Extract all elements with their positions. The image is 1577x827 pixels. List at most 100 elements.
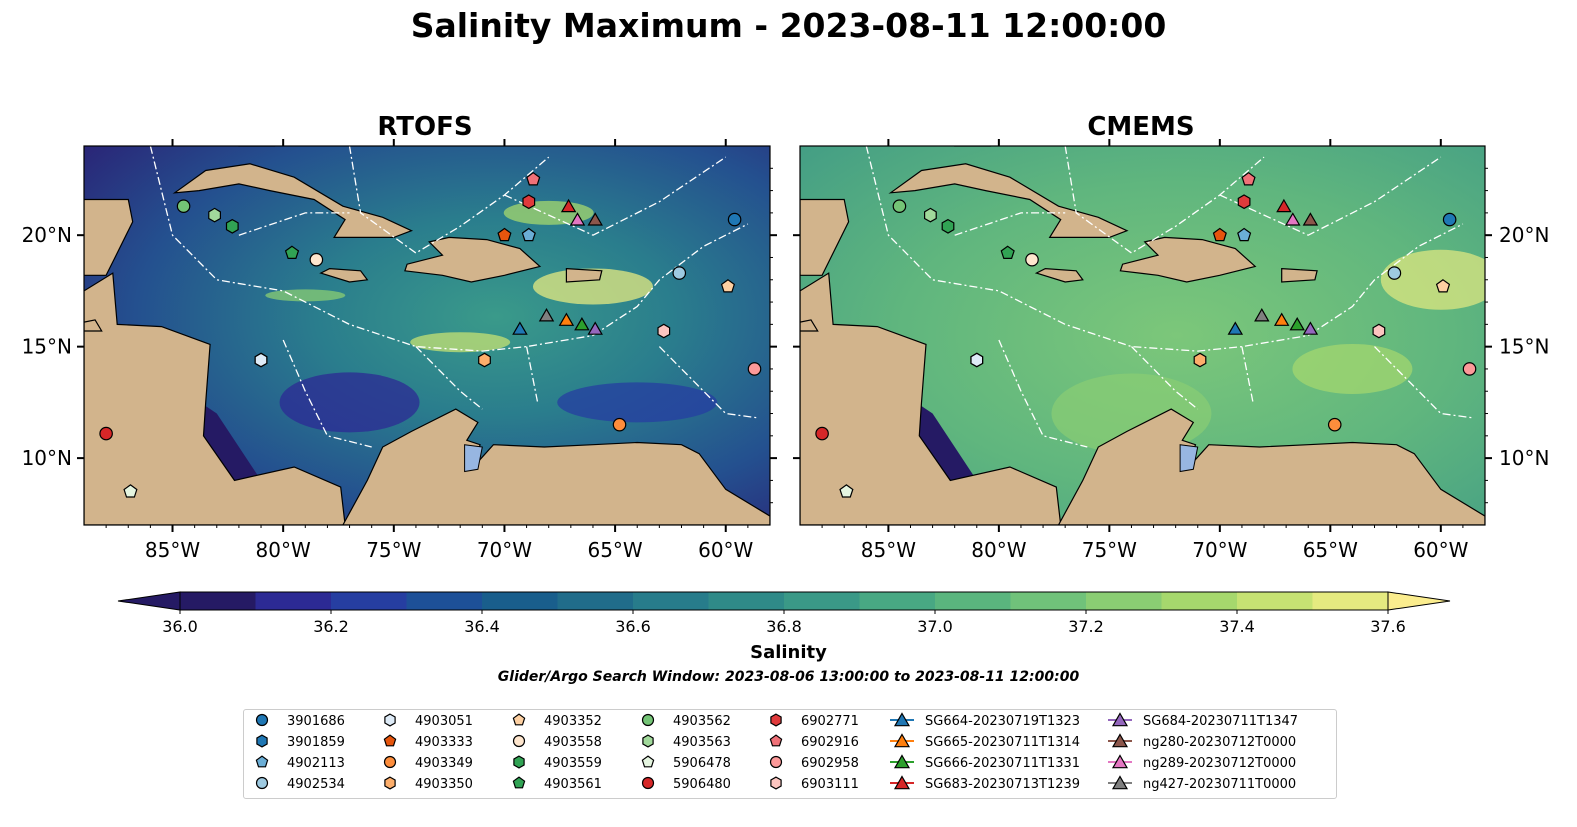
map-cmems bbox=[800, 146, 1485, 525]
x-tick-label: 60°W bbox=[698, 538, 753, 562]
land-yucatan bbox=[800, 198, 850, 276]
marker-3901686 bbox=[1442, 212, 1457, 227]
legend-item: SG665-20230711T1314 bbox=[890, 733, 1080, 750]
legend-item: 4903349 bbox=[383, 755, 473, 771]
colorbar-segment bbox=[255, 592, 332, 610]
x-tick-label: 85°W bbox=[861, 538, 916, 562]
y-tick-label: 15°N bbox=[22, 335, 72, 359]
marker-4902113 bbox=[1237, 227, 1252, 242]
legend-label: 4903349 bbox=[415, 756, 473, 771]
eez-boundary bbox=[998, 339, 1088, 448]
legend-item: SG683-20230713T1239 bbox=[890, 775, 1080, 792]
legend-label: 4903333 bbox=[415, 735, 473, 750]
land-cuba bbox=[888, 163, 1129, 238]
land-puerto-rico bbox=[565, 267, 603, 283]
marker-4903562 bbox=[176, 199, 191, 213]
marker-SG666-20230711T1331 bbox=[574, 317, 590, 331]
y-tick-label: 10°N bbox=[22, 446, 72, 470]
marker-4903352 bbox=[720, 279, 736, 293]
panel-title-rtofs: RTOFS bbox=[377, 112, 473, 142]
legend: 3901686 3901859 4902113 4902534 4903051 49033… bbox=[243, 709, 1337, 799]
colorbar-label: Salinity bbox=[750, 642, 827, 663]
legend-label: 3901686 bbox=[287, 714, 345, 729]
legend-label: 5906478 bbox=[673, 756, 731, 771]
legend-item: 3901686 bbox=[255, 713, 345, 729]
legend-marker bbox=[893, 775, 911, 790]
legend-label: SG664-20230719T1323 bbox=[925, 714, 1080, 729]
land-south-america bbox=[342, 408, 770, 525]
eez-boundary bbox=[525, 346, 539, 403]
colorbar-segment bbox=[935, 592, 1011, 610]
salinity-feature bbox=[410, 332, 511, 353]
legend-label: 4903352 bbox=[544, 714, 602, 729]
marker-SG683-20230713T1239 bbox=[1276, 198, 1292, 213]
marker-5906478 bbox=[839, 484, 854, 498]
marker-3901686 bbox=[727, 212, 742, 227]
legend-item: 4903561 bbox=[512, 776, 602, 792]
legend-marker bbox=[255, 713, 269, 727]
eez-boundary bbox=[865, 146, 1309, 352]
land-puerto-rico bbox=[1281, 267, 1318, 283]
eez-boundary bbox=[149, 146, 594, 352]
legend-marker bbox=[1111, 754, 1129, 769]
y-tick-label: 20°N bbox=[22, 223, 72, 247]
colorbar-segment bbox=[1010, 592, 1087, 610]
legend-label: 6902916 bbox=[801, 735, 859, 750]
colorbar-tick-label: 37.6 bbox=[1370, 617, 1406, 636]
legend-marker bbox=[256, 734, 268, 748]
legend-item: ng427-20230711T0000 bbox=[1108, 775, 1296, 792]
x-tick-label: 75°W bbox=[1082, 538, 1137, 562]
marker-SG665-20230711T1314 bbox=[558, 312, 575, 326]
marker-4903333 bbox=[1212, 227, 1227, 242]
legend-item: 3901859 bbox=[256, 734, 345, 750]
legend-label: 4903051 bbox=[415, 714, 473, 729]
colorbar-segment bbox=[557, 592, 634, 610]
colorbar-tick-label: 36.8 bbox=[766, 617, 802, 636]
marker-4903349 bbox=[612, 417, 627, 432]
eez-boundary bbox=[282, 339, 372, 448]
eez-boundary bbox=[504, 156, 727, 236]
legend-item: 4903563 bbox=[642, 734, 731, 750]
legend-label: 6902958 bbox=[801, 756, 859, 771]
legend-item: 4903350 bbox=[384, 776, 473, 792]
legend-item: 4903559 bbox=[513, 755, 602, 771]
x-tick-label: 70°W bbox=[1192, 538, 1247, 562]
x-tick-label: 60°W bbox=[1413, 538, 1468, 562]
marker-4902534 bbox=[1387, 266, 1402, 280]
legend-item: 4902534 bbox=[255, 776, 345, 792]
colorbar-segment bbox=[1086, 592, 1162, 610]
legend-item: 5906480 bbox=[641, 776, 731, 792]
legend-marker bbox=[383, 755, 397, 769]
colorbar-segment bbox=[1237, 592, 1313, 610]
legend-label: SG684-20230711T1347 bbox=[1143, 714, 1298, 729]
marker-ng280-20230712T0000 bbox=[1302, 212, 1319, 226]
legend-label: 5906480 bbox=[673, 777, 731, 792]
legend-item: 4903562 bbox=[641, 713, 731, 729]
salinity-feature bbox=[265, 289, 346, 302]
colorbar-segment bbox=[1312, 592, 1389, 610]
colorbar-tick-label: 36.4 bbox=[464, 617, 500, 636]
colorbar-segment bbox=[1161, 592, 1238, 610]
marker-SG666-20230711T1331 bbox=[1289, 317, 1305, 331]
marker-4903350 bbox=[1193, 352, 1207, 368]
legend-item: 6902771 bbox=[770, 713, 859, 729]
marker-4902534 bbox=[672, 266, 687, 280]
marker-6902958 bbox=[1462, 362, 1477, 376]
marker-4903349 bbox=[1327, 417, 1342, 432]
marker-4903561 bbox=[284, 245, 300, 259]
colorbar-tick-label: 37.2 bbox=[1068, 617, 1104, 636]
colorbar-extend-low bbox=[117, 591, 181, 611]
x-tick-label: 75°W bbox=[366, 538, 421, 562]
marker-ng289-20230712T0000 bbox=[1284, 212, 1301, 226]
legend-marker bbox=[383, 734, 397, 747]
legend-item: SG664-20230719T1323 bbox=[890, 712, 1080, 729]
legend-item: 4903558 bbox=[512, 734, 602, 750]
legend-item: 4903051 bbox=[384, 713, 473, 729]
legend-marker bbox=[893, 733, 911, 748]
marker-6902771 bbox=[522, 194, 536, 210]
eez-boundary bbox=[1064, 146, 1265, 254]
land-hispaniola bbox=[1119, 236, 1257, 283]
eez-boundary bbox=[238, 212, 350, 236]
colorbar-segment bbox=[633, 592, 709, 610]
legend-label: ng280-20230712T0000 bbox=[1143, 735, 1296, 750]
